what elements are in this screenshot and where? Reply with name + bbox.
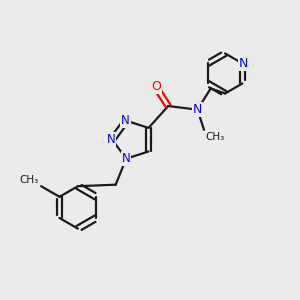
Text: N: N: [193, 103, 202, 116]
Text: CH₃: CH₃: [205, 132, 224, 142]
Text: O: O: [151, 80, 161, 93]
Text: N: N: [106, 133, 115, 146]
Text: N: N: [122, 152, 130, 165]
Text: N: N: [239, 57, 248, 70]
Text: CH₃: CH₃: [20, 175, 39, 185]
Text: N: N: [121, 114, 130, 127]
